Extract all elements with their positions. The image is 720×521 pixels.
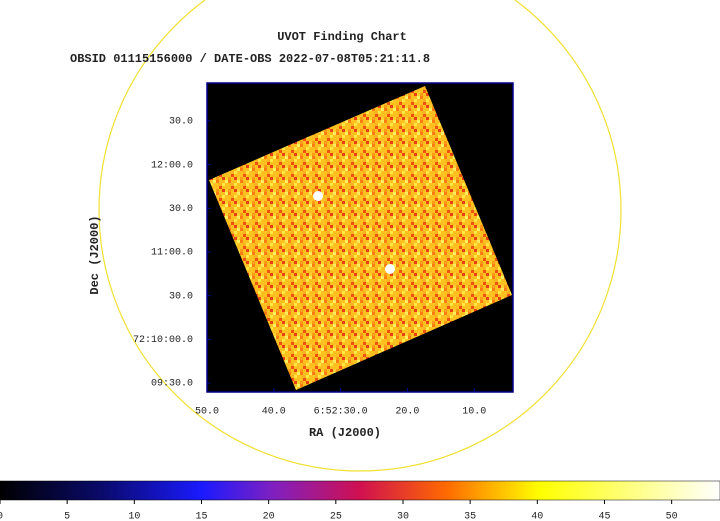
colorbar-tick-label: 5: [64, 512, 70, 521]
y-tick-label: 09:30.0: [151, 379, 193, 390]
y-tick-label: 12:00.0: [151, 160, 193, 171]
y-axis-label: Dec (J2000): [88, 215, 102, 294]
colorbar: [0, 480, 720, 501]
region-circle: [98, 0, 622, 472]
y-tick-label: 11:00.0: [151, 248, 193, 259]
colorbar-tick-label: 15: [195, 512, 207, 521]
exposure-image: [209, 86, 512, 390]
source: [385, 264, 395, 274]
y-tick-label: 30.0: [169, 291, 193, 302]
colorbar-tick-label: 25: [330, 512, 342, 521]
chart-subtitle: OBSID 01115156000 / DATE-OBS 2022-07-08T…: [70, 52, 430, 66]
y-tick-label: 30.0: [169, 117, 193, 128]
colorbar-tick-label: 50: [666, 512, 678, 521]
x-tick-label: 20.0: [395, 407, 419, 418]
colorbar-tick-label: 20: [263, 512, 275, 521]
x-tick-label: 40.0: [262, 407, 286, 418]
colorbar-tick-label: 35: [464, 512, 476, 521]
source: [313, 191, 323, 201]
colorbar-tick-label: 10: [128, 512, 140, 521]
colorbar-tick-label: 45: [598, 512, 610, 521]
y-tick-label: 30.0: [169, 204, 193, 215]
colorbar-tick-label: 30: [397, 512, 409, 521]
y-tick-label: 72:10:00.0: [133, 335, 193, 346]
x-tick-label: 6:52:30.0: [314, 407, 368, 418]
x-tick-label: 50.0: [195, 407, 219, 418]
x-tick-label: 10.0: [462, 407, 486, 418]
colorbar-tick-label: 0: [0, 512, 3, 521]
colorbar-tick-label: 40: [531, 512, 543, 521]
chart-title: UVOT Finding Chart: [277, 30, 407, 44]
x-axis-label: RA (J2000): [309, 426, 381, 440]
